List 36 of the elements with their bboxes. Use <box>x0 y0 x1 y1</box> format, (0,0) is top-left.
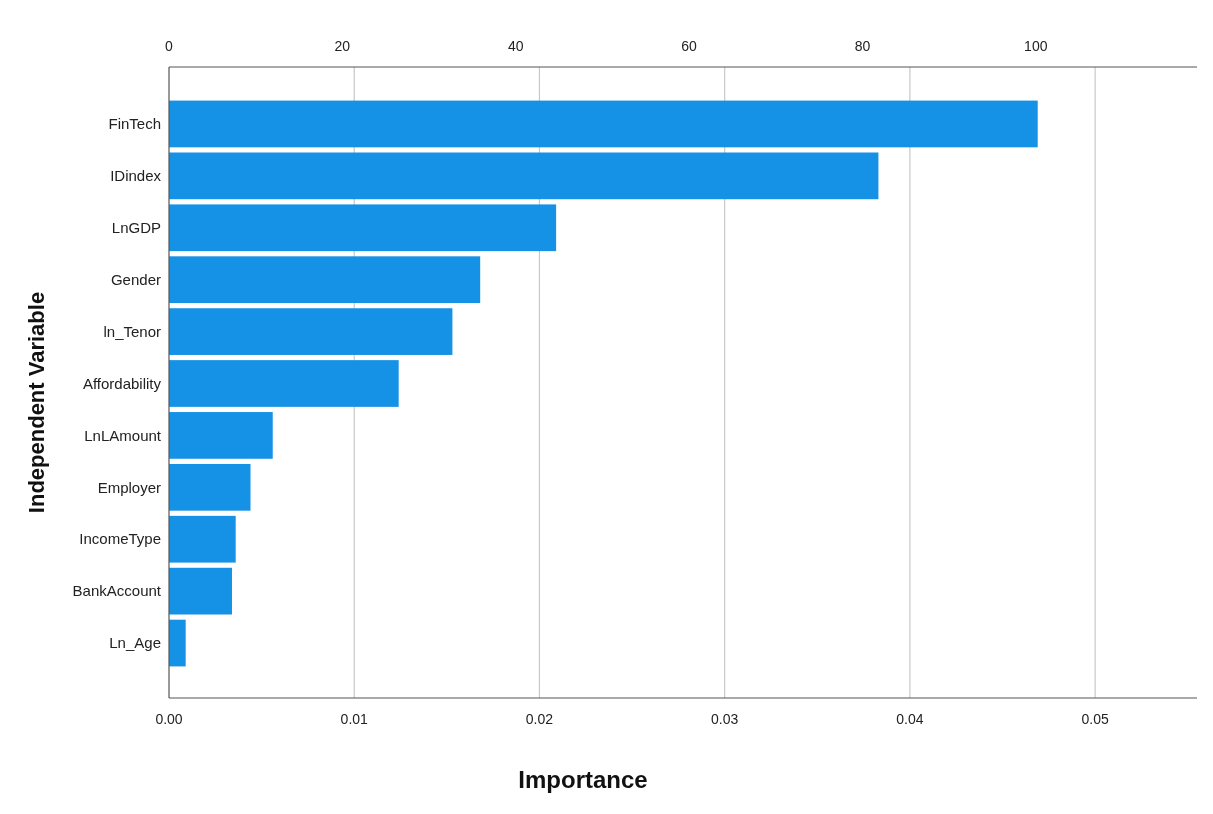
x-tick-label: 0.01 <box>340 711 369 727</box>
bar <box>169 152 879 200</box>
bar <box>169 204 557 252</box>
y-tick-label: IDindex <box>110 167 162 185</box>
y-tick-label: Employer <box>97 478 161 496</box>
bar <box>169 619 186 667</box>
y-tick-label: Ln_Age <box>109 634 161 652</box>
bar <box>169 515 236 563</box>
x-tick-label: 0.05 <box>1081 711 1109 727</box>
x-tick-label: 0.03 <box>711 711 739 727</box>
y-tick-label: IncomeType <box>79 530 161 548</box>
bar <box>169 463 251 511</box>
y-tick-label: BankAccount <box>72 582 162 600</box>
x2-tick-label: 60 <box>681 38 698 54</box>
y-tick-label: LnLAmount <box>84 426 162 444</box>
bar <box>169 360 399 407</box>
y-tick-label: LnGDP <box>111 219 161 237</box>
x2-tick-label: 100 <box>1024 38 1048 54</box>
x-tick-label: 0.02 <box>525 711 554 727</box>
x2-tick-label: 40 <box>507 38 524 54</box>
x-axis-title: Importance <box>518 766 648 793</box>
bar <box>169 256 481 304</box>
bar <box>169 100 1038 148</box>
x2-tick-label: 0 <box>165 38 174 54</box>
y-tick-label: Affordability <box>82 374 162 392</box>
y-tick-label: ln_Tenor <box>103 322 161 340</box>
x2-tick-label: 20 <box>334 38 351 54</box>
bar <box>169 567 232 615</box>
x-tick-label: 0.00 <box>155 711 183 727</box>
x-tick-label: 0.04 <box>896 711 924 727</box>
x2-tick-label: 80 <box>854 38 871 54</box>
y-axis-title: Independent Variable <box>24 291 49 514</box>
bar <box>169 412 273 459</box>
y-tick-label: FinTech <box>108 115 161 133</box>
y-tick-label: Gender <box>110 270 161 288</box>
bar <box>169 308 453 355</box>
